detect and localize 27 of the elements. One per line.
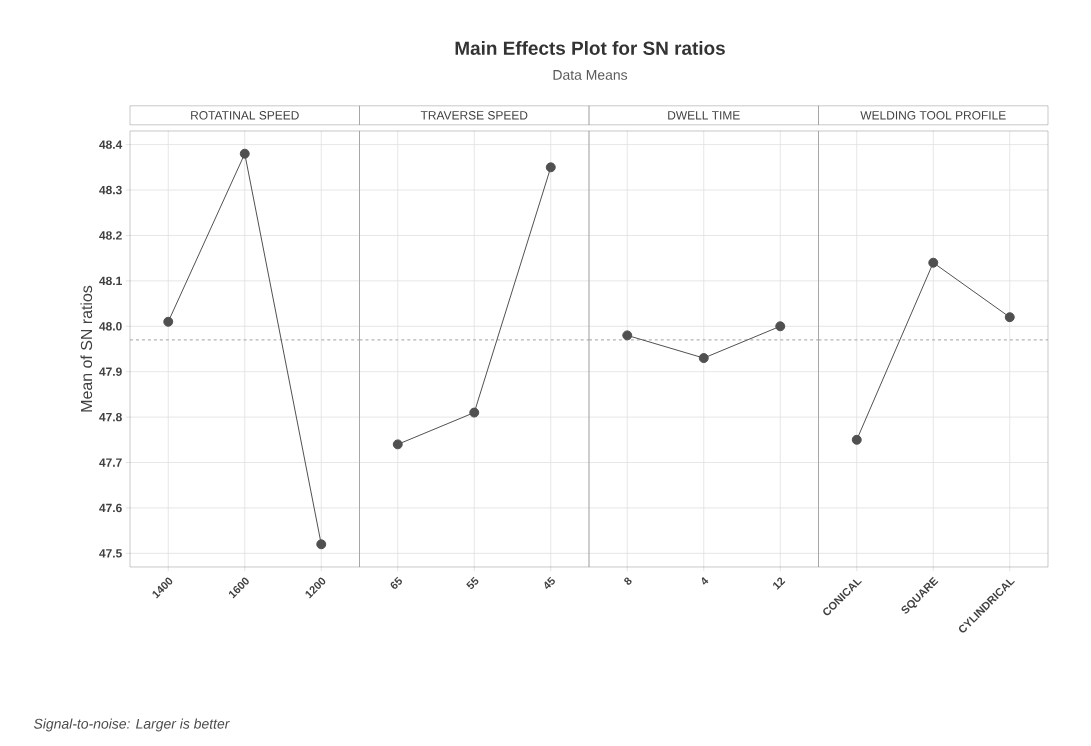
chart-title: TRAVERSE SPEED bbox=[420, 111, 528, 120]
x-tick-label: 12 bbox=[773, 577, 786, 590]
point bbox=[239, 148, 250, 159]
x-tick-label: 55 bbox=[466, 576, 479, 590]
y-tick-label: 48.1 bbox=[99, 276, 122, 286]
y-tick-label: 47.6 bbox=[99, 503, 122, 513]
y-tick-label: 47.7 bbox=[99, 458, 122, 467]
chart-title: ROTATINAL SPEED bbox=[191, 111, 299, 120]
x-tick-label: 65 bbox=[390, 576, 402, 589]
chart-title: WELDING TOOL PROFILE bbox=[860, 111, 1006, 120]
x-tick-label: 45 bbox=[544, 576, 555, 589]
y-tick-label: 48.4 bbox=[99, 140, 123, 149]
text: Data Means bbox=[553, 70, 628, 80]
point bbox=[163, 316, 174, 327]
point bbox=[316, 539, 327, 550]
x-tick-label: 8 bbox=[624, 577, 632, 585]
text: Signal-to-noise: Larger is better bbox=[33, 718, 230, 732]
y-tick-label: 47.8 bbox=[99, 412, 122, 422]
x-tick-label: 4 bbox=[701, 576, 709, 585]
text: Main Effects Plot for SN ratios bbox=[455, 41, 725, 55]
y-tick-label: 47.9 bbox=[99, 367, 122, 376]
y-tick-label: 48.2 bbox=[99, 231, 122, 240]
y-tick-label: 48.0 bbox=[99, 322, 122, 331]
y-tick-label: 47.5 bbox=[99, 549, 122, 558]
y-axis-title: Mean of SN ratios bbox=[80, 285, 93, 412]
chart-title: DWELL TIME bbox=[668, 111, 740, 120]
y-tick-label: 48.3 bbox=[99, 185, 122, 195]
